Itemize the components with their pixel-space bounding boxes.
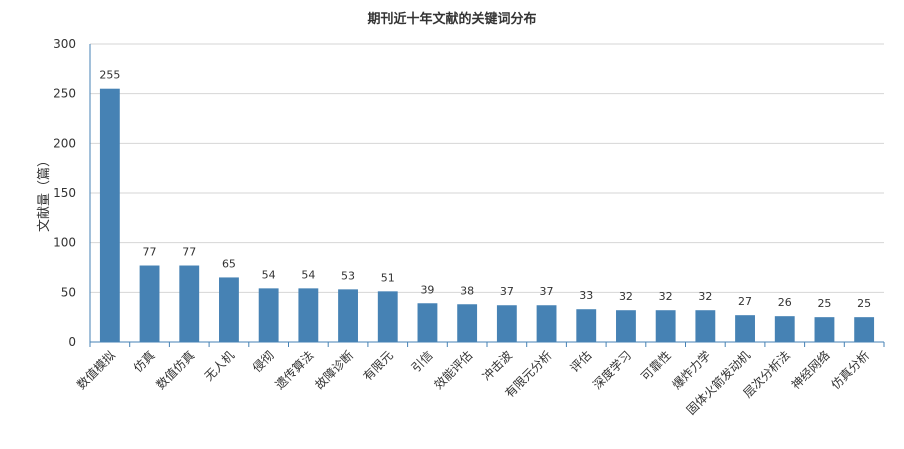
- x-tick-label: 有限元: [361, 348, 396, 383]
- data-label: 53: [341, 269, 355, 282]
- bar[interactable]: [457, 304, 478, 342]
- data-labels: 255 77 77 65 54 54 53 51 39 38 37 37 33 32 32 32 27 26 25 2…: [99, 69, 871, 310]
- x-tick-label: 冲击波: [479, 348, 515, 384]
- bar[interactable]: [219, 277, 239, 342]
- data-label: 54: [301, 268, 315, 281]
- data-label: 38: [460, 284, 474, 297]
- data-label: 255: [99, 69, 120, 82]
- bar[interactable]: [774, 316, 795, 342]
- x-tick-label: 效能评估: [431, 348, 476, 393]
- x-tick-label: 数值仿真: [153, 348, 198, 393]
- data-label: 65: [222, 257, 236, 270]
- x-tick-label: 可靠性: [638, 348, 673, 383]
- bar[interactable]: [655, 310, 676, 342]
- bar[interactable]: [576, 309, 597, 342]
- bar[interactable]: [695, 310, 716, 342]
- bar[interactable]: [735, 315, 755, 342]
- data-label: 32: [698, 290, 712, 303]
- chart-title: 期刊近十年文献的关键词分布: [367, 12, 537, 27]
- y-tick-label: 50: [61, 285, 76, 299]
- data-label: 26: [778, 296, 792, 309]
- y-tick-label: 0: [68, 335, 76, 349]
- bar[interactable]: [814, 317, 835, 342]
- bar[interactable]: [496, 305, 517, 342]
- x-tick-label: 侵彻: [249, 348, 277, 376]
- x-tick-label: 引信: [409, 348, 436, 375]
- bar[interactable]: [258, 288, 279, 342]
- x-tick-label: 深度学习: [590, 348, 635, 393]
- data-label: 51: [381, 271, 395, 284]
- y-tick-label: 100: [53, 236, 76, 250]
- data-label: 54: [262, 268, 276, 281]
- data-label: 77: [182, 246, 196, 259]
- y-axis-title: 文献量（篇）: [37, 154, 52, 232]
- bar[interactable]: [854, 317, 875, 342]
- bars: [99, 88, 875, 342]
- data-label: 32: [659, 290, 673, 303]
- data-label: 27: [738, 295, 752, 308]
- grid-lines: [90, 43, 884, 293]
- y-tick-label: 250: [53, 87, 76, 101]
- y-tick-label: 150: [53, 186, 76, 200]
- x-tick-label: 数值模拟: [73, 348, 118, 393]
- data-label: 39: [420, 283, 434, 296]
- y-tick-label: 300: [53, 37, 76, 51]
- bar[interactable]: [298, 288, 319, 342]
- bar[interactable]: [338, 289, 358, 342]
- y-tick-label: 200: [53, 136, 76, 150]
- x-tick-label: 遗传算法: [272, 348, 317, 393]
- data-label: 25: [817, 297, 831, 310]
- bar[interactable]: [536, 305, 557, 342]
- data-label: 37: [500, 285, 514, 298]
- data-label: 25: [857, 297, 871, 310]
- x-tick-label: 无人机: [202, 348, 237, 383]
- bar[interactable]: [139, 265, 160, 342]
- x-tick-label: 仿真: [131, 348, 158, 375]
- x-tick-label: 评估: [567, 348, 594, 375]
- data-label: 33: [579, 289, 593, 302]
- x-tick-label: 仿真分析: [828, 348, 872, 392]
- bar[interactable]: [417, 303, 438, 342]
- bar[interactable]: [179, 265, 200, 342]
- bar[interactable]: [377, 291, 398, 342]
- data-label: 32: [619, 290, 633, 303]
- x-tick-label: 神经网络: [788, 348, 833, 393]
- bar[interactable]: [616, 310, 636, 342]
- x-tick-label: 故障诊断: [312, 348, 357, 393]
- bar[interactable]: [99, 88, 120, 342]
- data-label: 37: [540, 285, 554, 298]
- data-label: 77: [143, 246, 157, 259]
